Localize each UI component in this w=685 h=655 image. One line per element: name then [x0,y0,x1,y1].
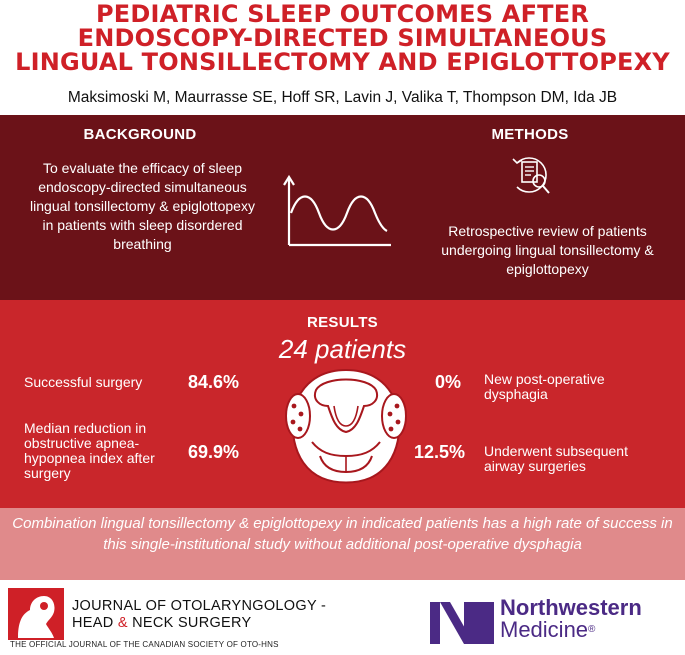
northwestern-line-1: Northwestern [500,595,642,620]
authors: Maksimoski M, Maurrasse SE, Hoff SR, Lav… [67,89,618,106]
journal-line-1: JOURNAL OF OTOLARYNGOLOGY - [72,598,327,614]
stat-label-dysphagia: New post-operative dysphagia [484,371,605,402]
results-subheading: 24 patients [278,334,407,364]
title-line-1: PEDIATRIC SLEEP OUTCOMES AFTER [95,0,590,28]
stat-label-successful: Successful surgery [24,374,143,390]
conclusion: Combination lingual tonsillectomy & epig… [0,508,685,580]
title-line-2: ENDOSCOPY-DIRECTED SIMULTANEOUS [77,24,608,52]
registered-mark: ® [588,624,596,635]
stat-label-subsequent: Underwent subsequent airway surgeries [484,443,628,474]
sine-wave-icon [283,174,391,247]
journal-name: JOURNAL OF OTOLARYNGOLOGY - HEAD & NECK … [72,598,326,632]
page-title: PEDIATRIC SLEEP OUTCOMES AFTER ENDOSCOPY… [0,0,685,74]
background-methods-band: BACKGROUND To evaluate the efficacy of s… [0,115,685,300]
document-magnifier-icon [512,157,550,194]
journal-line-2-a: HEAD [72,615,118,631]
northwestern-wordmark: Northwestern Medicine® [500,597,642,641]
methods-text: Retrospective review of patients undergo… [441,223,654,277]
header: PEDIATRIC SLEEP OUTCOMES AFTER ENDOSCOPY… [0,0,685,115]
results-heading: RESULTS [307,314,378,331]
northwestern-logo-icon [430,602,494,644]
stat-value-dysphagia: 0% [435,372,462,392]
stat-value-reduction: 69.9% [188,442,240,462]
northwestern-line-2: Medicine® [500,619,642,641]
journal-ampersand: & [117,615,128,631]
journal-logo-icon [8,588,64,640]
journal-line-2-b: NECK SURGERY [127,615,252,631]
journal-line-2: HEAD & NECK SURGERY [72,615,326,632]
northwestern-line-2-text: Medicine [500,617,589,642]
stat-label-reduction: Median reduction in obstructive apnea-hy… [24,420,155,481]
title-line-3: LINGUAL TONSILLECTOMY AND EPIGLOTTOPEXY [15,48,670,76]
stat-value-successful: 84.6% [188,372,240,392]
background-text: To evaluate the efficacy of sleep endosc… [30,160,255,252]
journal-subtitle: THE OFFICIAL JOURNAL OF THE CANADIAN SOC… [10,640,279,649]
footer: JOURNAL OF OTOLARYNGOLOGY - HEAD & NECK … [0,580,685,655]
results-section: RESULTS 24 patients Successful surgery 8… [0,300,685,508]
stat-value-subsequent: 12.5% [414,442,466,462]
methods-heading: METHODS [491,126,569,143]
throat-anatomy-icon [285,368,407,484]
background-heading: BACKGROUND [83,126,197,143]
